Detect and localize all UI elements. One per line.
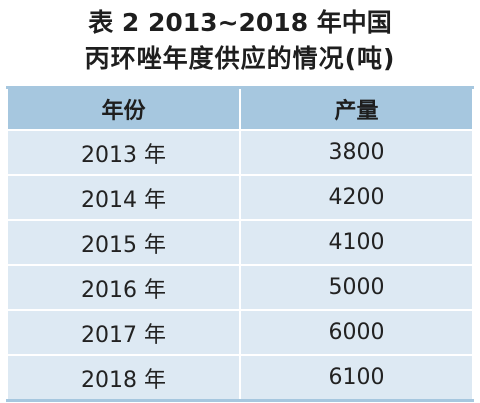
supply-table: 年份 产量 2013 年 3800 2014 年 4200 2015 年 410… [6, 86, 474, 402]
column-header-year: 年份 [6, 86, 241, 131]
year-cell: 2014 年 [6, 174, 241, 221]
output-cell: 6100 [239, 354, 474, 402]
output-cell: 5000 [239, 264, 474, 311]
table-title: 表 2 2013~2018 年中国 [88, 8, 392, 37]
year-cell: 2015 年 [6, 219, 241, 266]
year-cell: 2018 年 [6, 354, 241, 402]
year-cell: 2016 年 [6, 264, 241, 311]
table-subtitle: 丙环唑年度供应的情况(吨) [84, 44, 396, 73]
output-cell: 4100 [239, 219, 474, 266]
table-row: 2015 年 4100 [6, 219, 474, 266]
table-row: 2018 年 6100 [6, 354, 474, 402]
table-row: 2014 年 4200 [6, 174, 474, 221]
table-row: 2016 年 5000 [6, 264, 474, 311]
output-cell: 3800 [239, 129, 474, 176]
column-header-output: 产量 [239, 86, 474, 131]
table-row: 2013 年 3800 [6, 129, 474, 176]
year-cell: 2017 年 [6, 309, 241, 356]
table-header-row: 年份 产量 [6, 86, 474, 131]
output-cell: 4200 [239, 174, 474, 221]
year-cell: 2013 年 [6, 129, 241, 176]
table-row: 2017 年 6000 [6, 309, 474, 356]
table-caption: 表 2 2013~2018 年中国 丙环唑年度供应的情况(吨) [0, 0, 480, 84]
output-cell: 6000 [239, 309, 474, 356]
